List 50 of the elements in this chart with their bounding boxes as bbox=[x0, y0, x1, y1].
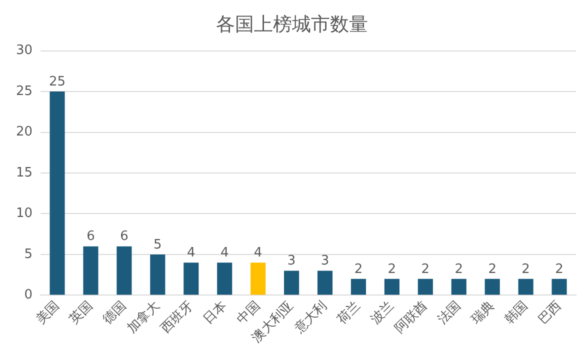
x-tick-label: 巴西 bbox=[535, 298, 564, 328]
data-label: 6 bbox=[86, 229, 95, 244]
data-label: 25 bbox=[49, 74, 66, 90]
y-tick-label: 20 bbox=[16, 124, 33, 140]
bar bbox=[284, 270, 300, 295]
data-label: 2 bbox=[454, 262, 464, 277]
bar bbox=[418, 278, 433, 295]
bar bbox=[518, 278, 534, 295]
bar bbox=[150, 254, 166, 295]
bar bbox=[384, 278, 400, 295]
y-tick-label: 0 bbox=[24, 288, 33, 303]
x-tick-label: 美国 bbox=[32, 298, 62, 328]
data-label: 4 bbox=[220, 245, 229, 260]
x-tick-label: 中国 bbox=[234, 298, 264, 328]
bar bbox=[350, 278, 366, 295]
bar bbox=[83, 246, 98, 295]
data-label: 2 bbox=[354, 262, 363, 277]
x-tick-label: 荷兰 bbox=[334, 298, 364, 328]
x-tick-label: 西班牙 bbox=[158, 298, 196, 337]
chart-title: 各国上榜城市数量 bbox=[216, 13, 368, 36]
y-tick-label: 25 bbox=[16, 84, 33, 99]
bar bbox=[552, 278, 567, 295]
data-label: 2 bbox=[488, 262, 496, 277]
x-tick-label: 英国 bbox=[66, 298, 96, 328]
bar bbox=[317, 270, 333, 295]
data-label: 5 bbox=[154, 237, 162, 252]
data-label: 2 bbox=[555, 262, 564, 277]
data-label: 4 bbox=[254, 245, 262, 260]
x-tick-label: 日本 bbox=[200, 298, 230, 328]
data-label: 2 bbox=[388, 262, 396, 277]
bar bbox=[484, 278, 500, 295]
y-tick-label: 10 bbox=[16, 206, 33, 222]
data-label: 2 bbox=[522, 262, 530, 277]
data-label: 3 bbox=[320, 254, 330, 269]
data-label: 6 bbox=[120, 229, 128, 244]
bar bbox=[50, 92, 65, 295]
y-tick-label: 5 bbox=[24, 246, 33, 262]
x-tick-label: 韩国 bbox=[502, 298, 532, 328]
bar bbox=[116, 246, 132, 295]
x-tick-label: 瑞典 bbox=[468, 298, 498, 328]
data-label: 4 bbox=[187, 245, 196, 260]
data-label: 3 bbox=[287, 254, 296, 269]
data-label: 2 bbox=[421, 262, 430, 277]
bar bbox=[217, 262, 232, 295]
bar bbox=[184, 262, 199, 295]
y-tick-label: 30 bbox=[16, 43, 33, 58]
y-tick-label: 15 bbox=[16, 165, 33, 180]
bar bbox=[451, 278, 466, 295]
bar bbox=[250, 262, 266, 295]
x-tick-label: 法国 bbox=[435, 298, 464, 328]
